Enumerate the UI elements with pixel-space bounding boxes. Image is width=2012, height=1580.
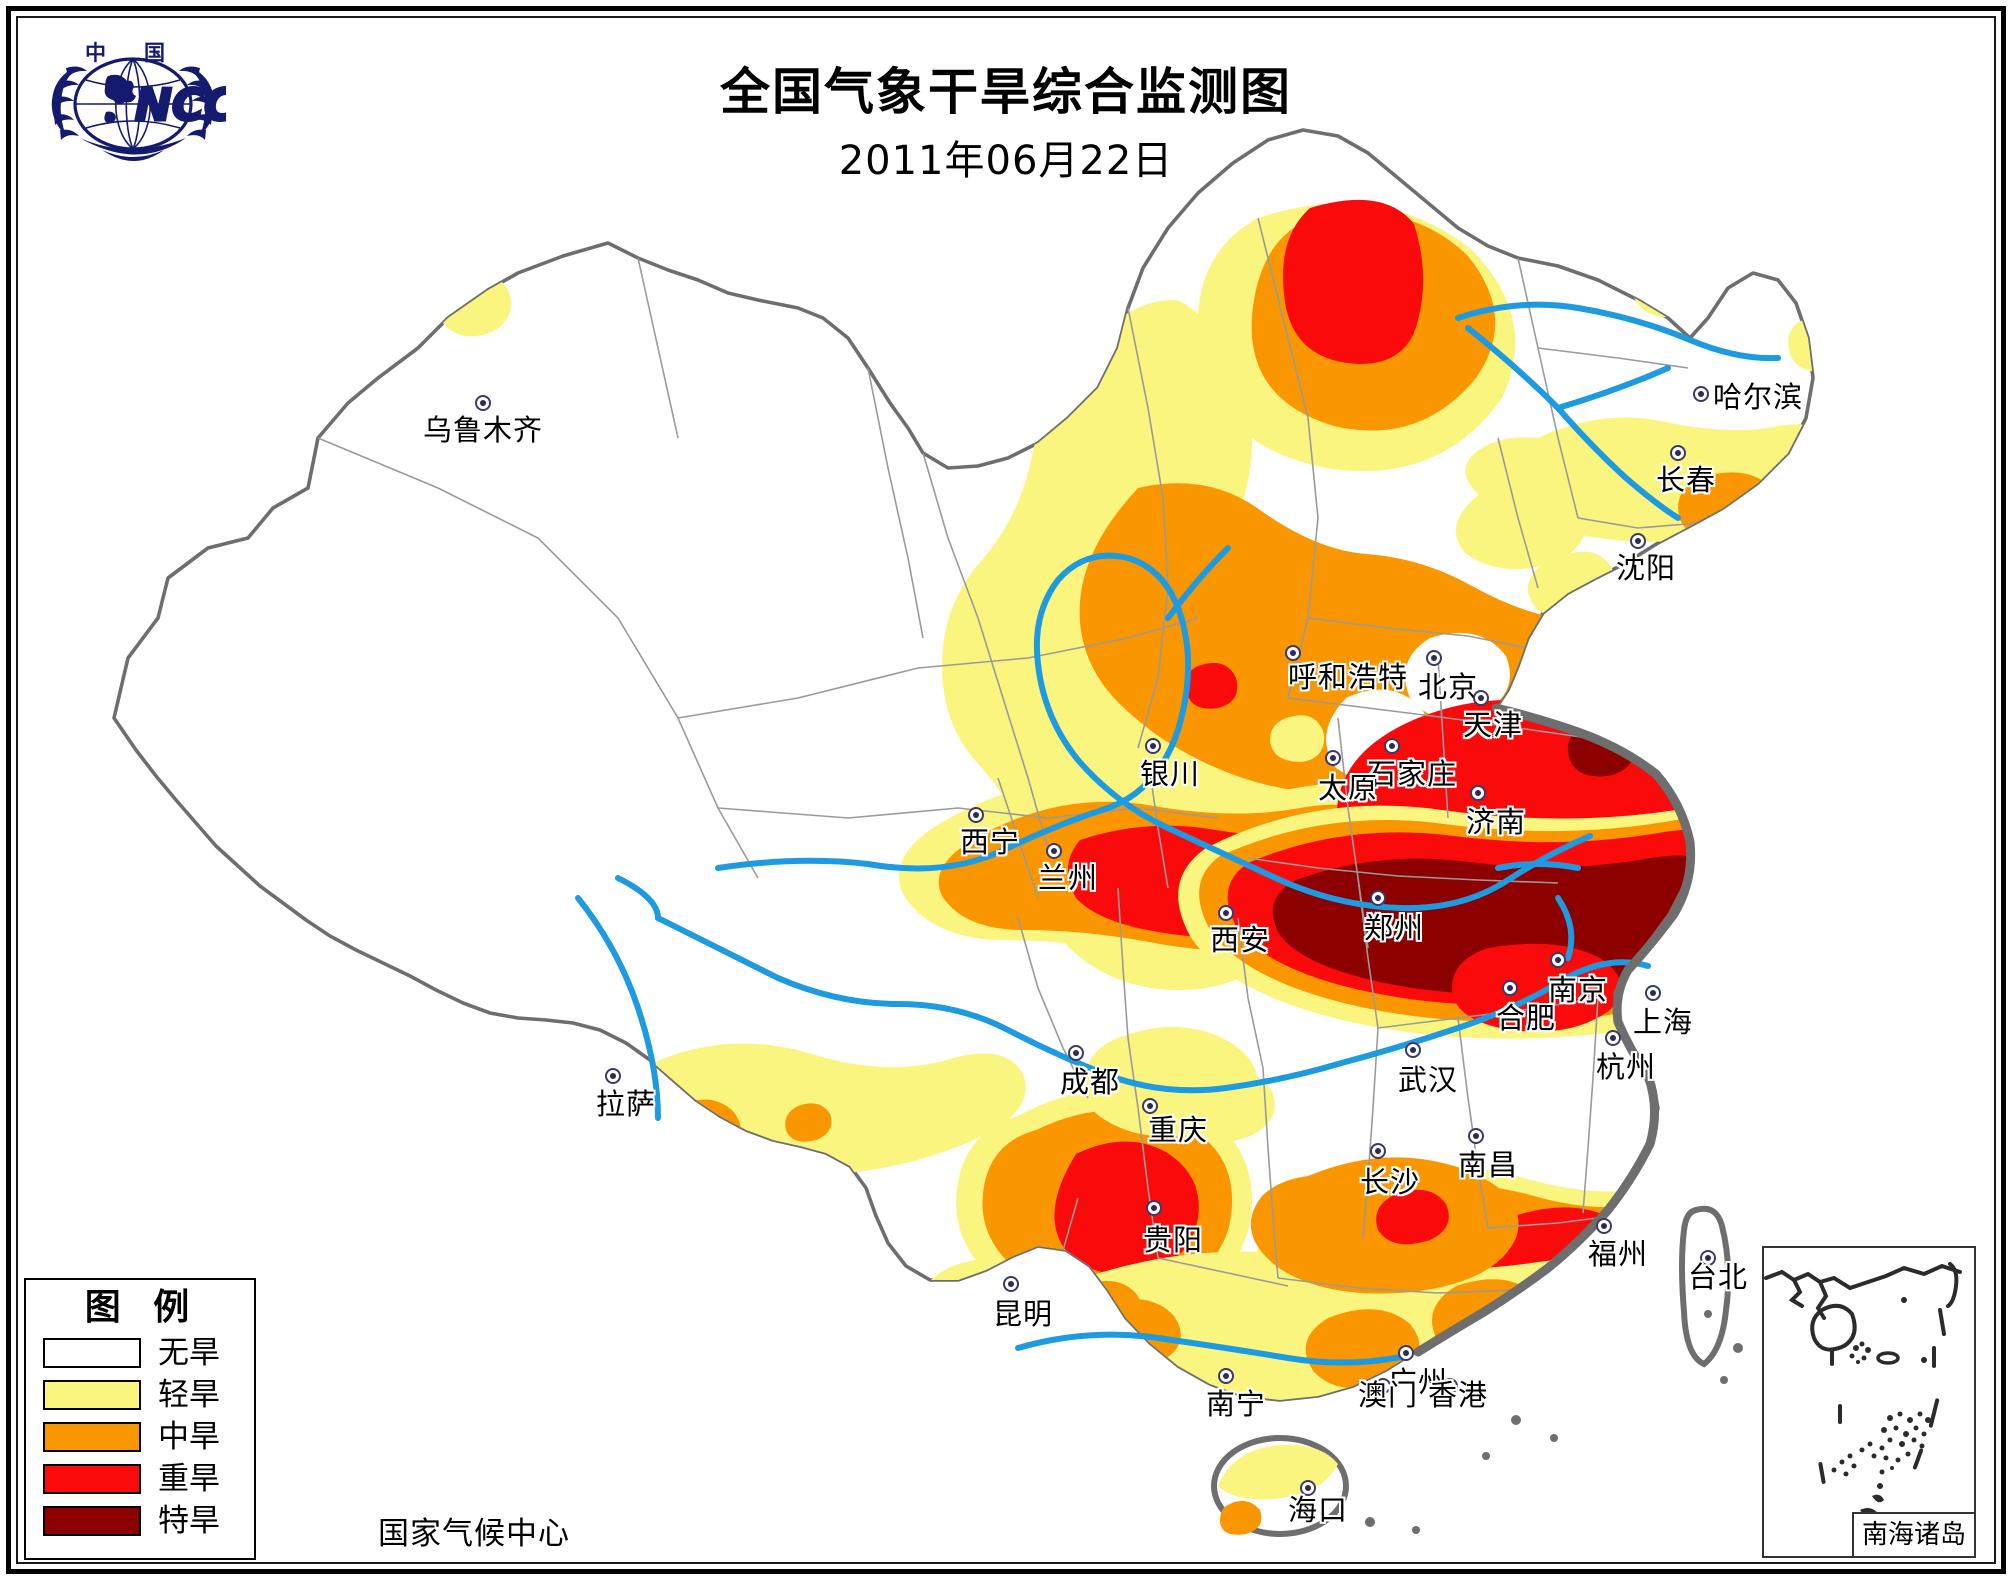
legend-swatch — [43, 1380, 141, 1410]
city-marker-icon — [1375, 1378, 1391, 1394]
logo-cn-text: 中 国 — [85, 41, 165, 65]
city-marker-icon — [1670, 445, 1686, 461]
city-marker-icon — [1046, 843, 1062, 859]
legend-swatch — [43, 1338, 141, 1368]
legend-item: 轻旱 — [26, 1374, 254, 1416]
map-date: 2011年06月22日 — [838, 138, 1174, 184]
city-marker-icon — [1218, 905, 1234, 921]
city-marker-icon — [1605, 1030, 1621, 1046]
city-marker-icon — [1426, 650, 1442, 666]
legend-swatch — [43, 1506, 141, 1536]
svg-text:国: 国 — [144, 41, 165, 65]
city-marker-icon — [1142, 1098, 1158, 1114]
city-marker-icon — [1285, 645, 1301, 661]
coastline — [1413, 703, 1696, 1357]
organization-credit: 国家气候中心 — [378, 1516, 570, 1552]
city-marker-icon — [1218, 1368, 1234, 1384]
river-network — [575, 301, 1781, 1366]
city-marker-icon — [1550, 952, 1566, 968]
inset-label: 南海诸岛 — [1852, 1512, 1974, 1556]
drought-area-hohhot-spot — [1185, 662, 1238, 709]
city-marker-icon — [1003, 1276, 1019, 1292]
offshore-islets — [1365, 1310, 1743, 1534]
city-marker-icon — [1370, 890, 1386, 906]
city-marker-icon — [1596, 1218, 1612, 1234]
svg-text:中: 中 — [85, 41, 106, 65]
city-marker-icon — [1398, 1345, 1414, 1361]
legend-rows: 无旱轻旱中旱重旱特旱 — [26, 1332, 254, 1542]
south-china-sea-inset: 南海诸岛 — [1762, 1246, 1976, 1558]
taiwan-island — [1679, 1205, 1732, 1368]
legend-item: 无旱 — [26, 1332, 254, 1374]
china-drought-map — [112, 128, 1815, 1537]
city-marker-icon — [1068, 1045, 1084, 1061]
city-marker-icon — [1645, 985, 1661, 1001]
city-marker-icon — [1300, 1480, 1316, 1496]
city-marker-icon — [605, 1068, 621, 1084]
legend-item-label: 中旱 — [158, 1418, 220, 1455]
legend-item-label: 特旱 — [158, 1502, 220, 1539]
legend-swatch — [43, 1464, 141, 1494]
city-marker-icon — [1630, 533, 1646, 549]
city-marker-icon — [1145, 738, 1161, 754]
city-marker-icon — [1700, 1250, 1716, 1266]
city-marker-icon — [1468, 1128, 1484, 1144]
legend-item-label: 无旱 — [158, 1334, 220, 1371]
city-marker-icon — [475, 395, 491, 411]
drought-area-xinjiang — [437, 270, 512, 337]
legend-item: 中旱 — [26, 1416, 254, 1458]
city-marker-icon — [1325, 750, 1341, 766]
city-marker-icon — [1442, 1378, 1458, 1394]
hainan-island — [1211, 1435, 1349, 1537]
legend-swatch — [43, 1422, 141, 1452]
city-marker-icon — [1473, 690, 1489, 706]
city-marker-icon — [1405, 1042, 1421, 1058]
city-marker-icon — [1384, 738, 1400, 754]
legend-item-label: 轻旱 — [158, 1376, 220, 1413]
legend-item: 特旱 — [26, 1500, 254, 1542]
ncc-logo: 中 国 NCC — [51, 41, 226, 161]
city-marker-icon — [1146, 1200, 1162, 1216]
drought-area-hunan-jiangxi — [1250, 1157, 1519, 1294]
legend-item-label: 重旱 — [158, 1460, 220, 1497]
drought-area-hulunbuir — [1197, 199, 1516, 472]
city-marker-icon — [1370, 1143, 1386, 1159]
legend-panel: 图 例 无旱轻旱中旱重旱特旱 — [24, 1278, 256, 1560]
legend-title: 图 例 — [84, 1287, 200, 1328]
city-marker-icon — [968, 807, 984, 823]
city-marker-icon — [1470, 785, 1486, 801]
legend-item: 重旱 — [26, 1458, 254, 1500]
city-marker-icon — [1693, 386, 1709, 402]
inset-map-svg — [1764, 1262, 1962, 1518]
city-marker-icon — [1502, 980, 1518, 996]
page-title: 全国气象干旱综合监测图 — [720, 63, 1292, 121]
logo-ncc-text: NCC — [135, 80, 226, 131]
